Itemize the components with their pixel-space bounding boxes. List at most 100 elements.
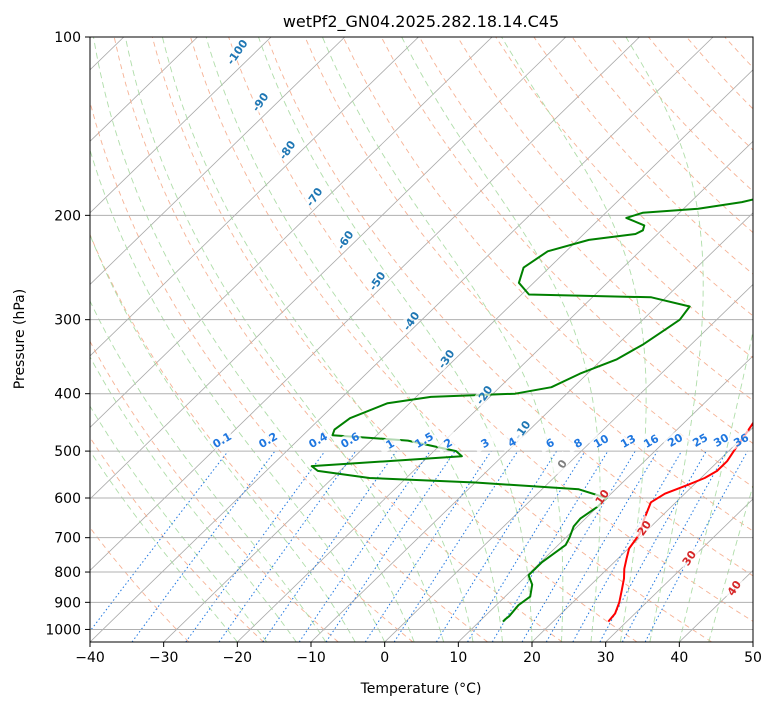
mixing-ratio-line: [467, 450, 586, 642]
mixing-ratio-line: [572, 450, 683, 642]
dry-adiabat-label-bg: [398, 307, 422, 333]
mixing-ratio-label-bg: [536, 431, 563, 453]
mixing-ratio-label-bg: [208, 428, 235, 450]
isotherm-line: [531, 426, 753, 642]
dry-adiabat-label-bg: [301, 183, 325, 209]
dry-adiabat-line: [151, 37, 638, 642]
moist-adiabat-line: [258, 37, 533, 642]
moist-adiabat-line: [93, 37, 415, 642]
moist-adiabat-line: [90, 148, 386, 642]
dry-adiabat-label-bg: [676, 544, 700, 570]
x-tick-label: −40: [75, 650, 105, 666]
isotherm-line: [90, 37, 567, 500]
y-tick-label: 900: [54, 595, 81, 611]
mixing-ratio-label-bg: [614, 429, 641, 451]
dry-adiabat-label-bg: [471, 381, 495, 407]
y-tick-label: 200: [54, 208, 81, 224]
dry-adiabat-label-bg: [433, 345, 457, 371]
y-tick-label: 1000: [45, 622, 81, 638]
dry-adiabat-line: [90, 100, 488, 642]
mixing-ratio-line: [218, 450, 357, 642]
mixing-ratio-label-bg: [410, 428, 437, 450]
moist-adiabat-line: [90, 300, 327, 642]
mixing-ratio-label-bg: [376, 432, 403, 454]
mixing-ratio-line: [621, 450, 728, 642]
y-tick-label: 800: [54, 565, 81, 581]
plot-frame: [89, 36, 754, 643]
dry-adiabat-line: [419, 37, 753, 402]
dry-adiabat-line: [266, 37, 753, 577]
mixing-ratio-label-bg: [336, 428, 363, 450]
mixing-ratio-line: [491, 450, 609, 642]
mixing-ratio-label-bg: [637, 429, 664, 451]
isotherm-line: [90, 37, 346, 285]
mixing-ratio-line: [298, 450, 431, 642]
mixing-ratio-label-bg: [661, 428, 688, 450]
isotherm-line: [237, 140, 753, 642]
mixing-ratio-line: [599, 450, 707, 642]
dry-adiabat-line: [457, 37, 753, 359]
mixing-ratio-label-bg: [587, 429, 614, 451]
dry-adiabat-label-bg: [549, 450, 573, 476]
isotherm-line: [384, 283, 753, 642]
moist-adiabat-line: [205, 37, 503, 642]
moist-adiabat-line: [124, 37, 445, 642]
y-axis-title: Pressure (hPa): [12, 289, 28, 389]
profile-lines: [310, 198, 753, 623]
x-tick-label: −30: [149, 650, 179, 666]
temperature-profile-line: [607, 421, 753, 623]
y-tick-label: 600: [54, 491, 81, 507]
mixing-ratio-line: [131, 450, 276, 642]
dry-adiabat-label-bg: [274, 136, 298, 162]
x-tick-label: 0: [380, 650, 389, 666]
y-tick-label: 100: [54, 30, 81, 46]
dry-adiabat-line: [90, 340, 339, 642]
dry-adiabat-label-bg: [247, 88, 271, 114]
y-tick-label: 700: [54, 531, 81, 547]
plot-area: [90, 37, 753, 642]
mixing-ratio-label-bg: [434, 431, 461, 453]
moist-adiabat-line: [90, 355, 297, 642]
background-lines: [90, 37, 753, 642]
x-tick-label: −10: [296, 650, 326, 666]
mixing-ratio-line: [262, 450, 397, 642]
x-tick-label: 40: [670, 650, 688, 666]
isotherm-line: [458, 355, 753, 642]
dry-adiabat-line: [113, 37, 563, 642]
mixing-ratio-label-bg: [707, 428, 734, 450]
moist-adiabat-line: [678, 328, 753, 642]
x-tick-label: 10: [449, 650, 467, 666]
dry-adiabat-label-bg: [364, 267, 388, 293]
isotherm-line: [310, 212, 753, 642]
dry-adiabat-line: [90, 526, 190, 642]
mixing-ratio-label-bg: [727, 428, 754, 450]
mixing-ratio-line: [393, 450, 519, 642]
dry-adiabat-line: [228, 37, 753, 622]
dry-adiabat-label-bg: [631, 514, 655, 540]
isotherm-line: [163, 69, 753, 642]
x-tick-label: −20: [223, 650, 253, 666]
moist-adiabat-line: [90, 450, 238, 642]
y-tick-label: 300: [54, 313, 81, 329]
moist-adiabat-line: [501, 37, 647, 642]
moist-adiabat-line: [161, 37, 474, 642]
moist-adiabat-line: [401, 37, 601, 642]
mixing-ratio-line: [325, 450, 456, 642]
x-tick-label: 50: [744, 650, 762, 666]
mixing-ratio-label-bg: [304, 428, 331, 450]
mixing-ratio-line: [185, 450, 326, 642]
y-tick-label: 400: [54, 387, 81, 403]
y-tick-label: 500: [54, 444, 81, 460]
x-tick-label: 30: [597, 650, 615, 666]
dry-adiabat-label-bg: [224, 38, 248, 64]
dry-adiabat-label-bg: [589, 483, 613, 509]
dry-adiabat-line: [304, 37, 753, 532]
dry-adiabat-line: [90, 233, 414, 642]
y-axis: 1000 900 800 700 600 500 400 300 200 100: [45, 30, 90, 638]
moist-adiabat-line: [90, 405, 268, 642]
dry-adiabat-line: [190, 37, 712, 642]
mixing-ratio-line: [364, 450, 492, 642]
moist-adiabat-line: [90, 233, 356, 642]
line-annotations: -100-90-80-70-60-50-40-30-20-10010203040…: [208, 37, 754, 600]
